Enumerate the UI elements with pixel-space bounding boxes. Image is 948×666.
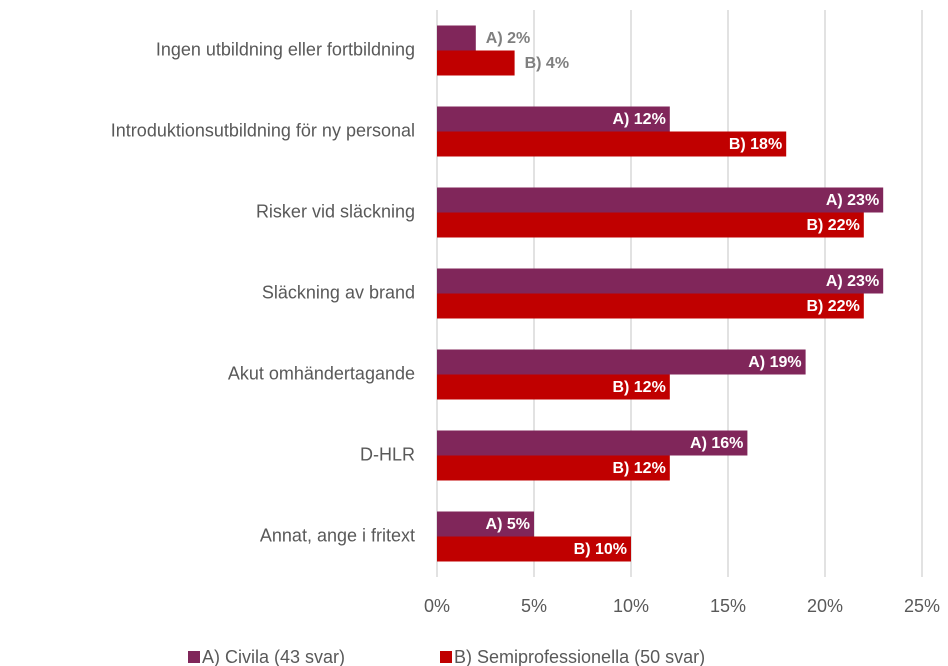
- bar: [437, 349, 806, 375]
- bar: [437, 455, 670, 481]
- bar: [437, 374, 670, 400]
- legend-label: B) Semiprofessionella (50 svar): [454, 647, 705, 666]
- x-tick-label: 5%: [521, 596, 547, 616]
- category-label: Akut omhändertagande: [228, 363, 415, 383]
- category-label: Ingen utbildning eller fortbildning: [156, 39, 415, 59]
- bar: [437, 293, 864, 319]
- data-label: B) 12%: [612, 460, 665, 477]
- data-label: A) 23%: [826, 273, 879, 290]
- data-label: B) 10%: [574, 541, 627, 558]
- data-label: B) 12%: [612, 379, 665, 396]
- legend-swatch: [440, 651, 452, 663]
- bar: [437, 511, 534, 537]
- data-label: A) 5%: [486, 516, 530, 533]
- data-label: B) 4%: [525, 55, 569, 72]
- bar: [437, 430, 748, 456]
- x-tick-label: 20%: [807, 596, 843, 616]
- x-tick-label: 25%: [904, 596, 940, 616]
- x-tick-label: 10%: [613, 596, 649, 616]
- data-label: A) 16%: [690, 435, 743, 452]
- category-label: D-HLR: [360, 444, 415, 464]
- data-label: A) 19%: [748, 354, 801, 371]
- legend-swatch: [188, 651, 200, 663]
- category-label: Risker vid släckning: [256, 201, 415, 221]
- data-label: B) 22%: [806, 217, 859, 234]
- x-tick-label: 15%: [710, 596, 746, 616]
- data-label: A) 2%: [486, 30, 530, 47]
- data-label: A) 23%: [826, 192, 879, 209]
- bar: [437, 268, 884, 294]
- bar: [437, 187, 884, 213]
- bar: [437, 536, 631, 562]
- category-label: Annat, ange i fritext: [260, 525, 415, 545]
- bar: [437, 106, 670, 132]
- bar: [437, 131, 787, 157]
- data-label: A) 12%: [612, 111, 665, 128]
- bar: [437, 25, 476, 51]
- data-label: B) 22%: [806, 298, 859, 315]
- category-label: Introduktionsutbildning för ny personal: [111, 120, 415, 140]
- bar: [437, 50, 515, 76]
- bar: [437, 212, 864, 238]
- data-label: B) 18%: [729, 136, 782, 153]
- legend-label: A) Civila (43 svar): [202, 647, 345, 666]
- x-tick-label: 0%: [424, 596, 450, 616]
- category-label: Släckning av brand: [262, 282, 415, 302]
